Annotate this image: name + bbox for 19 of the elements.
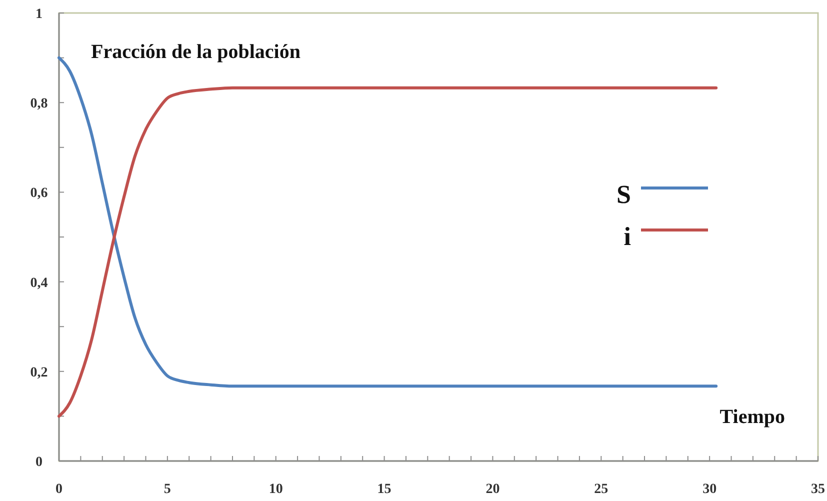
x-tick-label: 15	[377, 482, 392, 497]
legend-label: i	[624, 222, 631, 251]
y-axis-title: Fracción de la población	[91, 41, 300, 63]
y-tick-label: 0,8	[30, 96, 48, 112]
legend-label: S	[616, 180, 631, 209]
x-tick-label: 25	[594, 482, 608, 497]
x-tick-label: 30	[702, 482, 717, 497]
x-axis-title: Tiempo	[720, 406, 785, 428]
x-tick-label: 0	[56, 482, 62, 497]
x-tick-label: 5	[164, 482, 171, 497]
y-tick-label: 0,6	[30, 186, 48, 202]
x-tick-label: 10	[268, 482, 283, 497]
y-tick-label: 0,4	[30, 276, 48, 291]
line-series	[58, 86, 718, 418]
y-tick-label: 0	[36, 455, 42, 470]
y-tick-label: 0,2	[30, 365, 48, 380]
y-tick-label: 1	[36, 7, 42, 22]
x-tick-label: 20	[486, 482, 500, 497]
x-tick-label: 35	[811, 482, 825, 497]
